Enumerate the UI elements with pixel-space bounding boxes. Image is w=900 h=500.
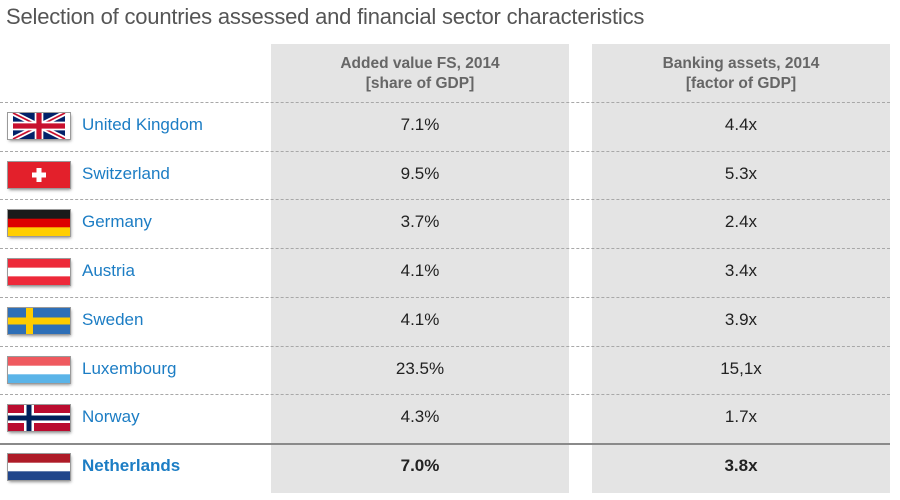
added-value-cell: 9.5% [400,163,440,183]
table-row: United Kingdom 7.1% 4.4x [0,102,890,150]
country-link[interactable]: Norway [82,407,140,427]
row-separator [0,296,890,298]
added-value-cell: 7.0% [400,455,440,475]
row-separator [0,394,890,396]
country-link[interactable]: Netherlands [82,455,181,475]
country-link[interactable]: United Kingdom [82,115,203,134]
banking-assets-header-line1: Banking assets, 2014 [662,55,820,72]
uk-flag-icon [8,113,70,139]
norway-flag-icon [8,405,70,432]
austria-flag-icon [8,259,70,286]
row-separator [0,150,890,152]
table-row: Austria 4.1% 3.4x [0,248,890,296]
sweden-flag-icon [8,307,70,334]
luxembourg-flag-icon [8,356,70,383]
banking-assets-cell: 4.4x [724,115,758,134]
country-link[interactable]: Austria [82,261,135,281]
banking-assets-column-background [592,44,890,493]
table-row: Luxembourg 23.5% 15,1x [0,346,890,394]
germany-flag-icon [8,210,70,237]
added-value-header-line2: [share of GDP] [365,75,475,92]
added-value-header-line1: Added value FS, 2014 [340,55,500,72]
added-value-column-header: Added value FS, 2014 [share of GDP] [271,54,569,94]
netherlands-flag-icon [8,453,70,480]
country-link[interactable]: Switzerland [82,163,170,183]
table-row: Norway 4.3% 1.7x [0,394,890,442]
added-value-cell: 3.7% [400,212,440,232]
page-title: Selection of countries assessed and fina… [6,4,645,29]
banking-assets-cell: 2.4x [724,212,758,232]
country-link[interactable]: Sweden [82,309,144,329]
row-separator [0,248,890,250]
banking-assets-cell: 1.7x [724,407,758,427]
banking-assets-header-line2: [factor of GDP] [685,75,797,92]
row-separator [0,102,890,103]
added-value-cell: 7.1% [400,115,440,134]
added-value-cell: 4.3% [400,407,440,427]
row-separator [0,199,890,201]
added-value-cell: 4.1% [400,309,440,329]
added-value-column-background [271,44,569,493]
banking-assets-cell: 5.3x [724,163,758,183]
banking-assets-cell: 3.9x [724,309,758,329]
country-link[interactable]: Luxembourg [82,358,177,378]
banking-assets-column-header: Banking assets, 2014 [factor of GDP] [592,54,890,94]
banking-assets-cell: 15,1x [720,358,762,378]
added-value-cell: 4.1% [400,261,440,281]
row-separator [0,442,890,445]
table-row: Netherlands 7.0% 3.8x [0,443,890,491]
row-separator [0,345,890,347]
table-row: Switzerland 9.5% 5.3x [0,151,890,199]
added-value-cell: 23.5% [395,358,445,378]
table-row: Sweden 4.1% 3.9x [0,297,890,345]
table-row: Germany 3.7% 2.4x [0,199,890,247]
switzerland-flag-icon [8,161,70,188]
banking-assets-cell: 3.8x [724,455,758,475]
country-link[interactable]: Germany [82,212,152,232]
banking-assets-cell: 3.4x [724,261,758,281]
